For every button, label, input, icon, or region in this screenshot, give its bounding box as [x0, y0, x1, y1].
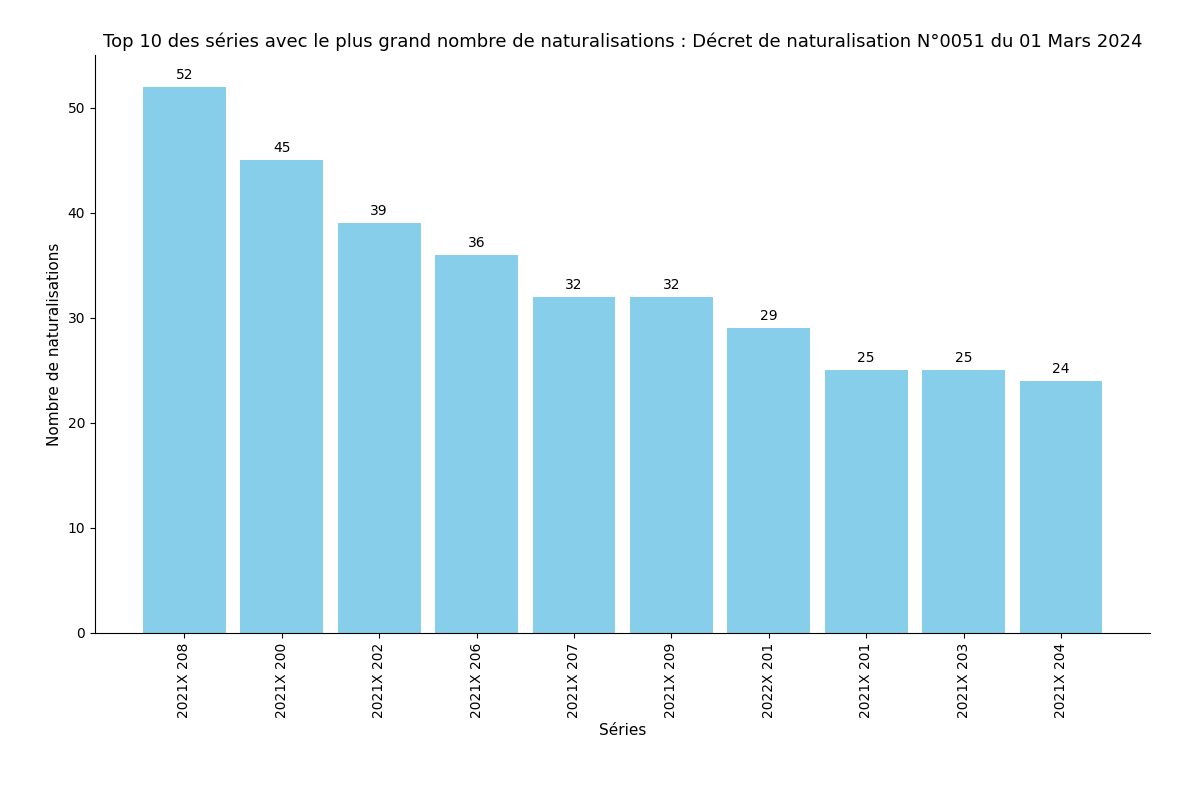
- Bar: [630, 297, 713, 633]
- Bar: [1020, 380, 1103, 633]
- Bar: [435, 255, 518, 633]
- Bar: [338, 223, 421, 633]
- Text: 32: 32: [566, 278, 582, 292]
- Y-axis label: Nombre de naturalisations: Nombre de naturalisations: [47, 242, 62, 446]
- Text: 32: 32: [663, 278, 680, 292]
- Bar: [923, 370, 1005, 633]
- Text: 52: 52: [176, 67, 193, 81]
- Text: 39: 39: [370, 204, 388, 218]
- Bar: [241, 161, 323, 633]
- Text: 25: 25: [857, 351, 875, 365]
- Text: 24: 24: [1052, 361, 1070, 376]
- Bar: [727, 328, 810, 633]
- Text: 36: 36: [467, 236, 485, 250]
- Bar: [142, 87, 225, 633]
- Bar: [533, 297, 616, 633]
- Bar: [824, 370, 907, 633]
- Text: 25: 25: [955, 351, 973, 365]
- Text: 45: 45: [273, 141, 291, 155]
- X-axis label: Séries: Séries: [599, 724, 646, 739]
- Title: Top 10 des séries avec le plus grand nombre de naturalisations : Décret de natur: Top 10 des séries avec le plus grand nom…: [103, 32, 1142, 51]
- Text: 29: 29: [760, 309, 778, 323]
